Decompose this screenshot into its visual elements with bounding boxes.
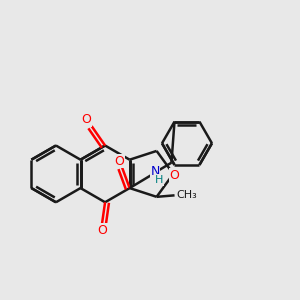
Text: O: O	[81, 113, 91, 126]
Text: O: O	[114, 155, 124, 168]
Text: N: N	[150, 165, 160, 178]
Text: H: H	[155, 175, 164, 185]
Text: O: O	[97, 224, 107, 236]
Text: CH₃: CH₃	[176, 190, 197, 200]
Text: O: O	[169, 169, 179, 182]
